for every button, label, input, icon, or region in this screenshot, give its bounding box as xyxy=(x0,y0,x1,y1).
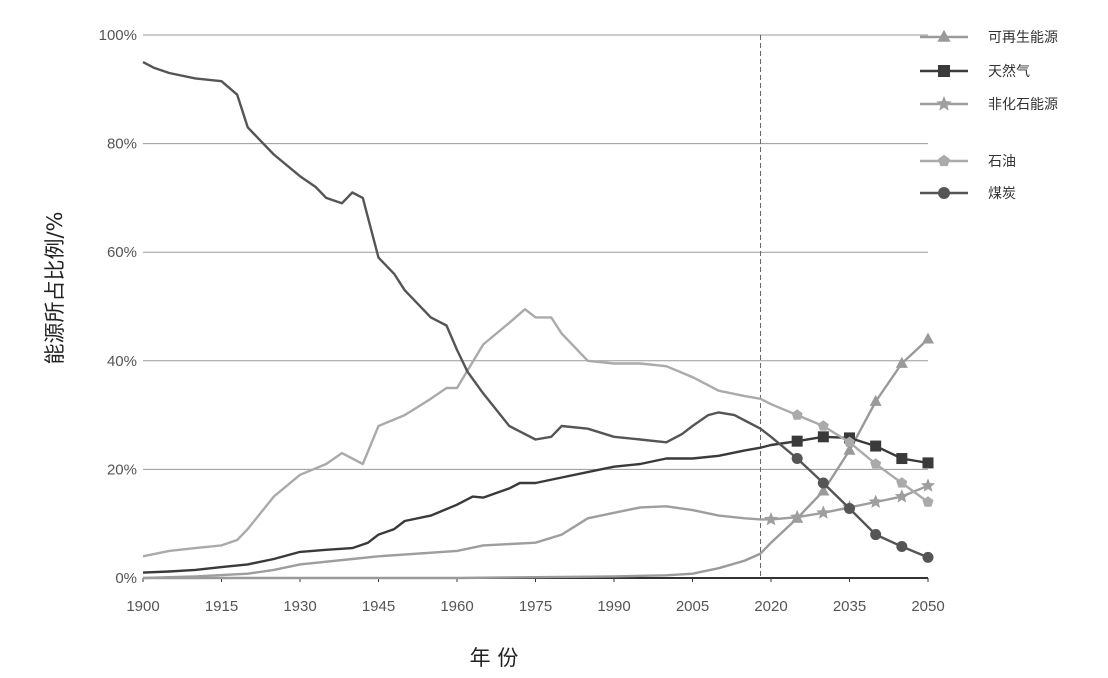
data-point-oil xyxy=(844,436,855,447)
legend-item-non_fossil: 非化石能源 xyxy=(920,95,1058,113)
data-point-natural_gas xyxy=(896,453,908,465)
series-line-non_fossil xyxy=(142,484,929,580)
data-point-renewable xyxy=(817,484,830,496)
y-tick-label: 100% xyxy=(99,27,137,44)
grid-layer xyxy=(143,34,928,579)
x-tick-label: 2050 xyxy=(911,598,944,615)
data-point-non_fossil xyxy=(920,478,936,492)
data-point-renewable xyxy=(869,394,882,406)
data-point-natural_gas xyxy=(870,440,882,452)
x-tick-label: 1960 xyxy=(440,598,473,615)
series-oil xyxy=(142,308,934,558)
data-point-oil xyxy=(791,409,803,420)
legend-marker-non_fossil xyxy=(936,95,952,111)
series-coal xyxy=(142,61,934,563)
legend-label: 石油 xyxy=(988,154,1016,170)
legend-marker-natural_gas xyxy=(938,65,950,77)
legend-marker-coal xyxy=(938,187,950,199)
data-point-natural_gas xyxy=(922,457,934,469)
y-tick-label: 60% xyxy=(107,244,137,261)
y-axis-title: 能源所占比例/% xyxy=(43,211,67,364)
x-tick-label: 1945 xyxy=(362,598,395,615)
data-point-oil xyxy=(817,420,829,431)
data-point-non_fossil xyxy=(868,494,883,508)
data-point-non_fossil xyxy=(763,511,779,526)
series-non_fossil xyxy=(142,478,936,580)
data-point-renewable xyxy=(895,356,908,368)
y-tick-label: 20% xyxy=(107,461,137,478)
data-point-renewable xyxy=(922,332,934,344)
x-tick-labels: 1900 1915 1930 1945 1960 1975 1990 2005 2020 2035… xyxy=(126,578,945,615)
x-tick-label: 1930 xyxy=(283,598,316,615)
y-tick-label: 80% xyxy=(107,136,137,153)
data-point-oil xyxy=(922,496,934,507)
legend-marker-renewable xyxy=(937,29,951,42)
series-layer xyxy=(142,61,936,580)
series-renewable xyxy=(143,332,934,580)
x-axis-title: 年 份 xyxy=(470,646,519,670)
data-point-coal xyxy=(791,453,803,465)
legend-label: 非化石能源 xyxy=(988,97,1058,113)
data-point-coal xyxy=(922,551,934,563)
x-tick-label: 2035 xyxy=(833,598,866,615)
data-point-natural_gas xyxy=(791,435,803,447)
legend-label: 可再生能源 xyxy=(988,30,1058,46)
legend-label: 煤炭 xyxy=(988,186,1016,202)
series-line-oil xyxy=(142,308,929,558)
data-point-oil xyxy=(896,477,908,488)
legend-item-natural_gas: 天然气 xyxy=(920,63,1030,80)
data-point-coal xyxy=(817,477,829,489)
data-point-oil xyxy=(870,458,882,469)
x-tick-label: 1915 xyxy=(205,598,238,615)
x-tick-label: 1975 xyxy=(519,598,552,615)
series-line-coal xyxy=(142,61,929,559)
data-point-coal xyxy=(896,541,908,553)
y-tick-label: 0% xyxy=(115,570,137,587)
series-line-natural_gas xyxy=(142,435,929,574)
y-tick-label: 40% xyxy=(107,353,137,370)
legend-item-coal: 煤炭 xyxy=(920,186,1016,202)
x-tick-label: 1990 xyxy=(597,598,630,615)
data-point-non_fossil xyxy=(816,505,831,519)
y-tick-labels: 0% 20% 40% 60% 80% 100% xyxy=(99,27,137,587)
data-point-non_fossil xyxy=(894,489,909,503)
legend-item-oil: 石油 xyxy=(920,154,1016,170)
series-line-renewable xyxy=(143,338,929,580)
x-tick-label: 2020 xyxy=(754,598,787,615)
data-point-renewable xyxy=(843,443,856,455)
data-point-coal xyxy=(870,529,882,541)
x-tick-label: 1900 xyxy=(126,598,159,615)
data-point-non_fossil xyxy=(790,509,805,524)
legend-marker-oil xyxy=(938,154,950,167)
data-point-coal xyxy=(844,502,855,514)
x-tick-label: 2005 xyxy=(676,598,709,615)
data-point-natural_gas xyxy=(817,431,829,443)
legend-item-renewable: 可再生能源 xyxy=(920,29,1058,46)
legend-label: 天然气 xyxy=(988,63,1030,80)
series-natural_gas xyxy=(142,431,934,574)
